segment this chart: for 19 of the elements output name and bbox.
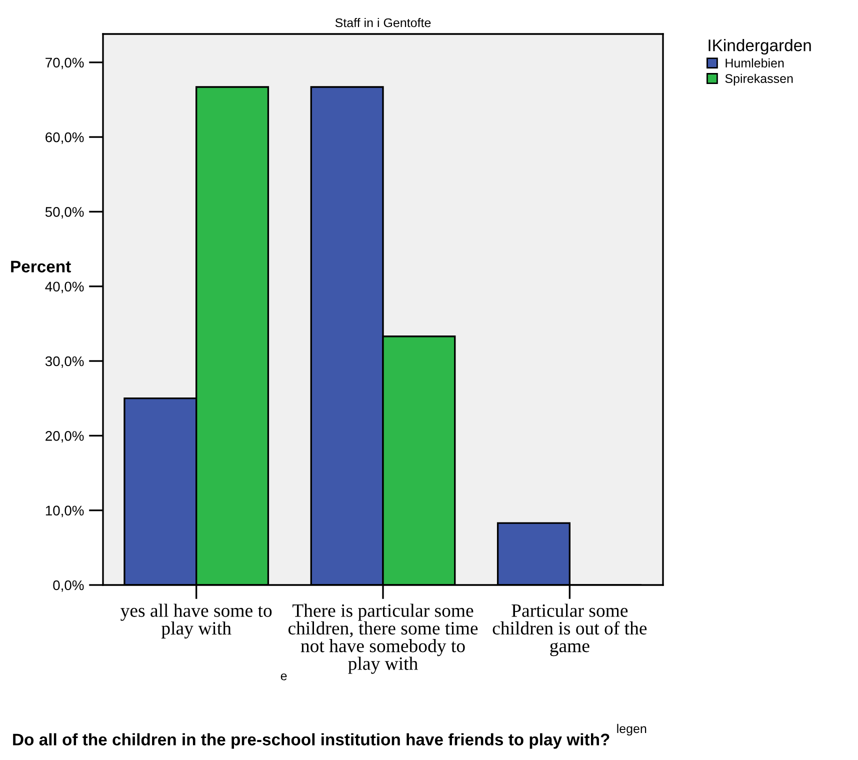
x-tick-label: Particular some children is out of the game [492,604,647,656]
x-tick-label: There is particular some children, there some time not have somebody to play with [288,604,478,674]
text: legen [617,724,646,736]
y-tick-label: 70,0% [46,58,84,70]
y-tick-label: 0,0% [53,580,84,592]
y-tick-label: 20,0% [46,431,84,442]
text: e [280,673,287,680]
y-tick-label: 10,0% [46,506,84,518]
legend-label: Humlebien [726,58,784,68]
chart-title: Staff in i Gentofte [335,18,431,28]
y-tick-label: 40,0% [45,282,84,294]
legend-title: IKindergarden [708,39,811,55]
y-tick-label: 60,0% [46,132,84,144]
legend-label: Spirekassen [725,74,793,86]
y-axis-title: Percent [11,260,71,272]
x-axis-title: Do all of the children in the pre-school institution have friends to play with? [13,733,610,749]
x-tick-label: yes all have some to play with [120,604,272,639]
y-tick-label: 30,0% [45,356,84,368]
y-tick-label: 50,0% [45,207,84,219]
